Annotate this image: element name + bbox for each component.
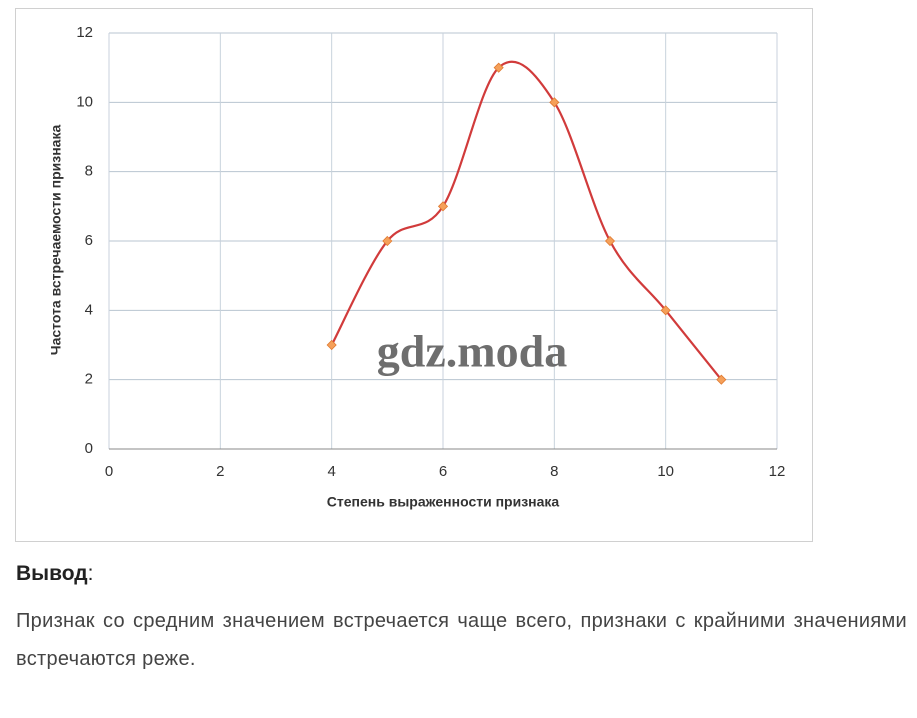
x-tick-label: 10 [657, 463, 674, 480]
heading-colon: : [87, 562, 94, 585]
data-point [437, 201, 449, 212]
watermark: gdz.moda [377, 326, 567, 377]
y-axis-label: Частота встречаемости признака [48, 125, 64, 356]
y-tick-label: 6 [85, 232, 93, 249]
data-point [716, 374, 727, 385]
y-tick-label: 0 [85, 440, 93, 457]
x-tick-label: 8 [550, 463, 558, 480]
x-tick-label: 2 [216, 463, 224, 480]
series-line [330, 60, 723, 381]
y-tick-label: 4 [85, 301, 93, 318]
data-point [549, 97, 560, 108]
data-point [660, 305, 671, 316]
x-tick-label: 6 [439, 463, 447, 480]
x-tick-label: 12 [769, 463, 786, 480]
data-point [493, 62, 504, 73]
chart: Степень выраженности признака Частота вс… [48, 24, 786, 510]
data-point [604, 235, 616, 247]
x-tick-label: 0 [105, 463, 113, 480]
heading-word: Вывод [16, 562, 88, 585]
data-point [326, 339, 337, 351]
x-tick-label: 4 [327, 463, 335, 480]
chart-frame [15, 8, 813, 542]
conclusion-text: Признак со средним значением встречается… [16, 610, 907, 670]
y-tick-label: 12 [76, 24, 93, 41]
heading: Вывод: [16, 562, 93, 586]
x-axis-label: Степень выраженности признака [327, 494, 560, 510]
y-tick-label: 2 [85, 371, 93, 388]
y-tick-label: 8 [85, 163, 93, 180]
data-point [382, 235, 393, 247]
y-tick-label: 10 [76, 93, 93, 110]
